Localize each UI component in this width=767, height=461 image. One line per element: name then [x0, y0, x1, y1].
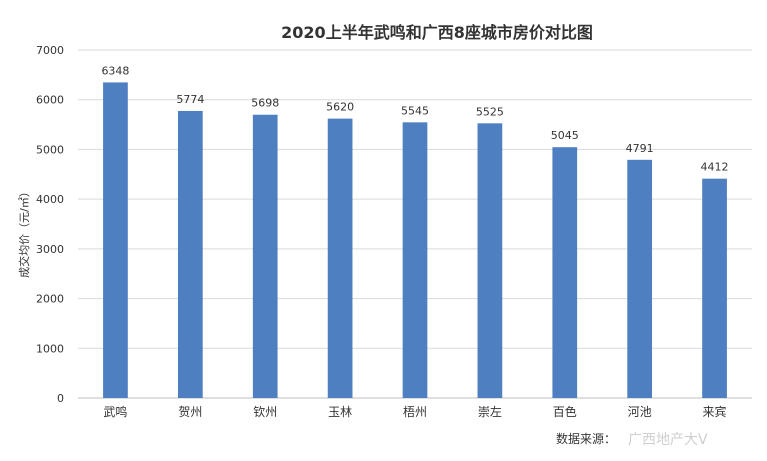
bar	[477, 123, 503, 398]
data-label: 5525	[476, 105, 504, 118]
category-label: 梧州	[403, 404, 427, 419]
watermark: 广西地产大V	[628, 432, 708, 448]
data-label: 4412	[701, 161, 729, 174]
bar	[702, 178, 727, 398]
category-label: 崇左	[478, 404, 502, 419]
source-note: 数据来源：	[556, 431, 616, 446]
y-tick-label: 6000	[36, 94, 64, 107]
y-tick-label: 4000	[36, 193, 64, 206]
data-label: 5545	[401, 104, 429, 117]
bar	[627, 159, 653, 398]
category-label: 河池	[628, 405, 652, 419]
data-label: 5045	[551, 129, 579, 142]
data-label: 4791	[626, 142, 654, 155]
y-tick-label: 3000	[36, 243, 64, 256]
bar	[103, 82, 128, 399]
chart-title: 2020上半年武鸣和广西8座城市房价对比图	[281, 23, 593, 42]
y-axis-ticks: 0 1000 2000 3000 4000 5000 6000 7000	[36, 44, 64, 405]
bar	[177, 110, 203, 399]
data-label: 5698	[251, 97, 279, 110]
bar	[252, 114, 278, 398]
category-label: 钦州	[253, 405, 277, 419]
category-label: 贺州	[178, 405, 202, 419]
y-tick-label: 1000	[36, 342, 64, 355]
category-label: 来宾	[703, 404, 727, 419]
y-tick-label: 7000	[36, 44, 64, 57]
category-label: 玉林	[328, 405, 352, 419]
data-labels: 6348 5774 5698 5620 5545 5525 5045 4791 4412	[101, 64, 728, 173]
category-labels: 武鸣 贺州 钦州 玉林 梧州 崇左 百色 河池 来宾	[103, 404, 726, 419]
data-label: 5774	[176, 93, 204, 106]
category-label: 百色	[553, 405, 577, 419]
y-tick-label: 2000	[36, 293, 64, 306]
y-tick-label: 5000	[36, 143, 64, 156]
y-tick-label: 0	[57, 392, 64, 405]
category-label: 武鸣	[103, 404, 127, 419]
y-axis-label: 成交均价（元/㎡）	[17, 186, 31, 278]
bar	[552, 147, 578, 398]
data-label: 5620	[326, 101, 354, 114]
bars	[103, 82, 727, 399]
bar	[402, 122, 428, 398]
data-label: 6348	[101, 64, 129, 77]
bar	[327, 118, 353, 398]
